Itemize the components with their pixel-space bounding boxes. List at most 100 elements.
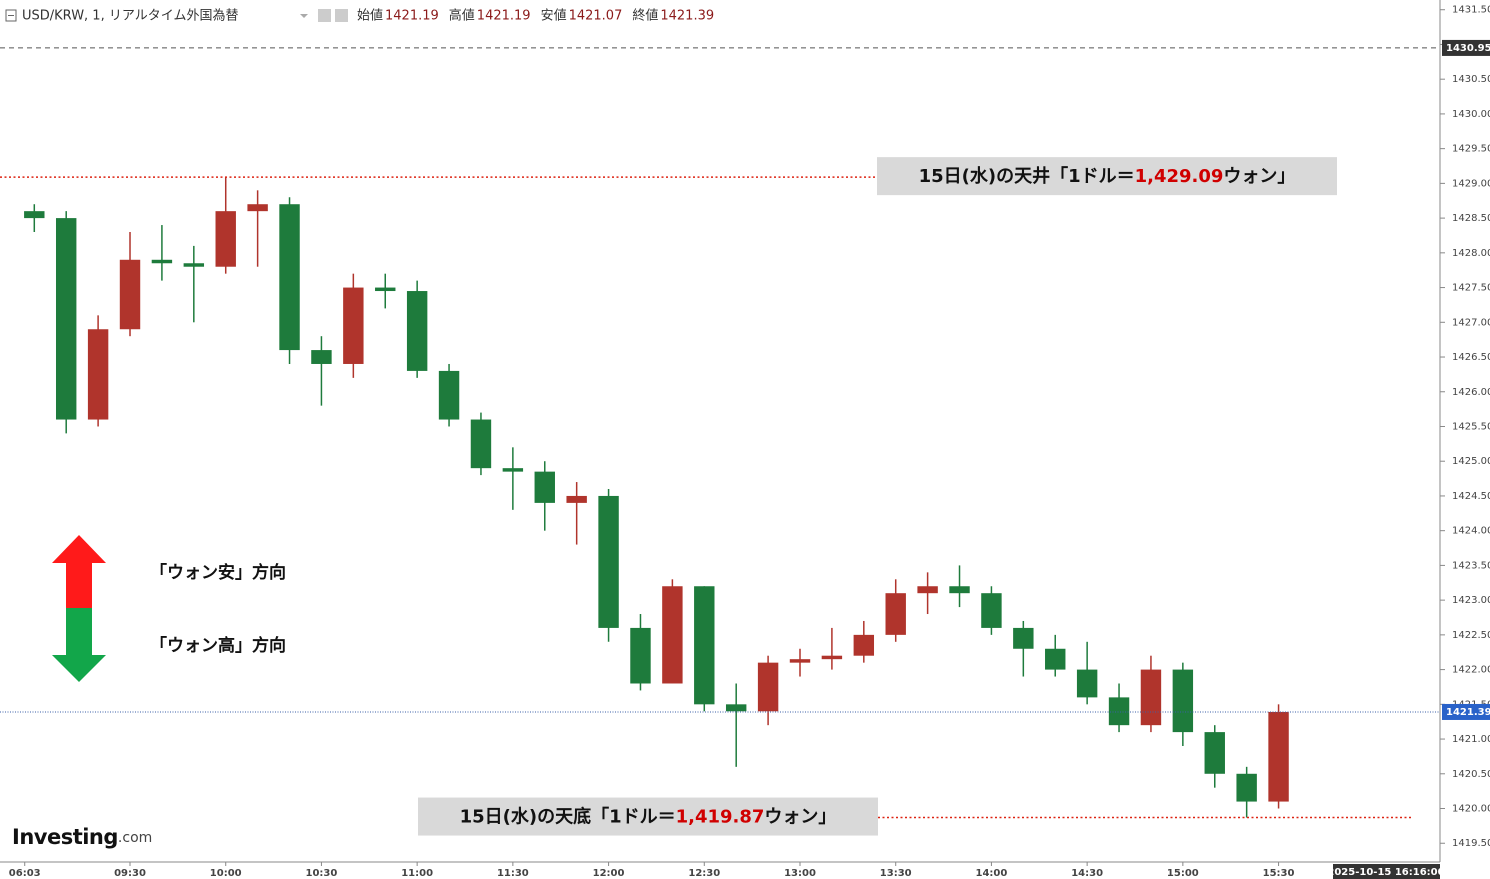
- candle-body: [247, 204, 268, 212]
- timestamp: 2025-10-15 16:16:00: [1327, 867, 1444, 878]
- candle-body: [662, 586, 683, 684]
- candle-body: [1140, 669, 1162, 726]
- x-tick-label: 09:30: [114, 868, 146, 879]
- candle-body: [87, 329, 109, 420]
- y-tick-label: 1431.50: [1452, 5, 1490, 16]
- candle-body: [55, 218, 77, 420]
- header-title: USD/KRW, 1, リアルタイム外国為替: [22, 8, 238, 24]
- y-tick-label: 1427.00: [1452, 317, 1490, 328]
- collapse-icon[interactable]: [5, 9, 17, 22]
- candle-body: [215, 211, 236, 267]
- y-tick-label: 1420.50: [1452, 769, 1490, 780]
- price-label-bg: [1442, 39, 1490, 56]
- x-tick-label: 12:30: [688, 868, 720, 879]
- candle-body: [981, 593, 1002, 628]
- y-tick-label: 1428.50: [1452, 213, 1490, 224]
- y-tick-label: 1419.50: [1452, 838, 1490, 849]
- price-label: 1421.39: [1446, 707, 1490, 718]
- ohlc-label: 安値: [541, 8, 567, 24]
- y-tick-label: 1421.00: [1452, 734, 1490, 745]
- y-tick-label: 1427.50: [1452, 283, 1490, 294]
- y-tick-label: 1423.50: [1452, 560, 1490, 571]
- candle-body: [1076, 669, 1098, 698]
- candle-body: [438, 370, 460, 420]
- candle-body: [151, 259, 173, 264]
- candle-body: [279, 204, 300, 351]
- annotation-suffix: ウォン」: [1223, 166, 1295, 187]
- x-tick-label: 13:30: [880, 868, 912, 879]
- x-tick-label: 10:30: [306, 868, 338, 879]
- y-tick-label: 1422.50: [1452, 630, 1490, 641]
- eye-icon[interactable]: [318, 9, 331, 22]
- candle-body: [725, 704, 747, 712]
- candle-body: [885, 593, 906, 635]
- candle-body: [821, 655, 843, 660]
- candle-body: [1013, 627, 1034, 649]
- candle-body: [311, 350, 332, 364]
- candle-body: [119, 259, 141, 330]
- candle-body: [1236, 773, 1257, 802]
- annotation-suffix: ウォン」: [764, 807, 836, 828]
- settings-icon[interactable]: [335, 9, 348, 22]
- y-tick-label: 1424.00: [1452, 526, 1490, 537]
- candle-body: [630, 627, 651, 684]
- y-tick-label: 1424.50: [1452, 491, 1490, 502]
- ohlc-value: 1421.19: [477, 9, 531, 24]
- price-label-bg: [1442, 703, 1490, 720]
- x-tick-label: 12:00: [593, 868, 625, 879]
- candle-body: [183, 263, 205, 267]
- y-tick-label: 1426.50: [1452, 352, 1490, 363]
- y-tick-label: 1420.00: [1452, 804, 1490, 815]
- x-tick-label: 15:30: [1263, 868, 1295, 879]
- brand-suffix: .com: [118, 830, 152, 846]
- y-tick-label: 1425.00: [1452, 456, 1490, 467]
- candle-body: [917, 586, 938, 594]
- x-tick-label: 13:00: [784, 868, 816, 879]
- annotation-value: 1,419.87: [676, 807, 765, 828]
- x-tick-label: 14:30: [1071, 868, 1103, 879]
- brand: Investing.com: [12, 825, 152, 849]
- x-tick-label: 11:30: [497, 868, 529, 879]
- annotation-value: 1,429.09: [1135, 166, 1224, 187]
- candle-body: [789, 659, 811, 663]
- candle-body: [566, 495, 587, 503]
- y-tick-label: 1425.50: [1452, 421, 1490, 432]
- annotation: 15日(水)の天底「1ドル＝1,419.87ウォン」: [460, 806, 837, 828]
- ohlc-label: 高値: [449, 8, 475, 24]
- direction-note: 「ウォン高」方向: [150, 635, 286, 656]
- candle-body: [534, 471, 555, 503]
- ohlc-value: 1421.19: [385, 9, 439, 24]
- down-arrow: [52, 608, 106, 682]
- x-tick-label: 06:03: [9, 868, 41, 879]
- y-tick-label: 1429.00: [1452, 178, 1490, 189]
- x-tick-label: 10:00: [210, 868, 242, 879]
- annotation-prefix: 15日(水)の天井「1ドル＝: [919, 165, 1135, 187]
- ohlc-label: 始値: [357, 8, 383, 24]
- candle-body: [470, 419, 492, 469]
- candle-body: [406, 291, 428, 371]
- candle-body: [1172, 669, 1194, 733]
- y-tick-label: 1429.50: [1452, 144, 1490, 155]
- candle-body: [853, 634, 875, 656]
- candle-body: [757, 662, 779, 712]
- candle-body: [1204, 732, 1225, 774]
- dropdown-icon[interactable]: [300, 14, 308, 18]
- candle-body: [343, 287, 364, 364]
- brand-name: Investing: [12, 825, 118, 849]
- ohlc-value: 1421.07: [569, 9, 623, 24]
- candle-body: [598, 495, 619, 628]
- y-tick-label: 1430.50: [1452, 74, 1490, 85]
- annotation-prefix: 15日(水)の天底「1ドル＝: [460, 806, 676, 828]
- y-tick-label: 1428.00: [1452, 248, 1490, 259]
- candle-body: [24, 211, 45, 219]
- ohlc-label: 終値: [632, 8, 658, 24]
- candle-body: [694, 586, 715, 705]
- y-tick-label: 1426.00: [1452, 387, 1490, 398]
- y-tick-label: 1430.00: [1452, 109, 1490, 120]
- x-tick-label: 14:00: [976, 868, 1008, 879]
- y-tick-label: 1422.00: [1452, 665, 1490, 676]
- candle-body: [1108, 697, 1130, 726]
- annotation: 15日(水)の天井「1ドル＝1,429.09ウォン」: [919, 165, 1296, 187]
